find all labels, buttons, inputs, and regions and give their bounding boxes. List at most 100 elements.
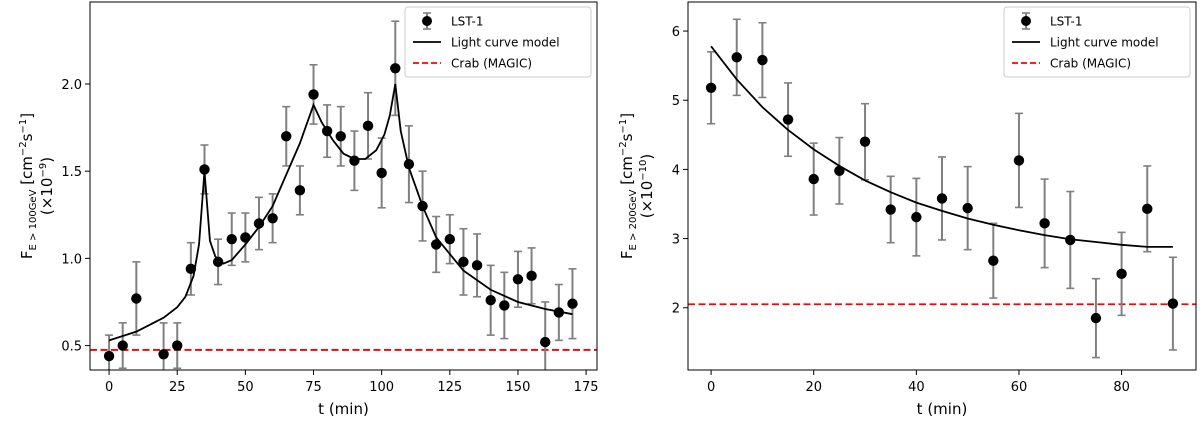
legend-entry-lst1: [422, 12, 432, 30]
data-point: [1065, 234, 1076, 246]
svg-text:(×10−9): (×10−9): [38, 157, 56, 215]
data-point: [962, 202, 973, 214]
data-point: [1013, 155, 1025, 166]
model-curve: [710, 45, 1173, 248]
y-tick-label: 1.5: [61, 165, 82, 180]
data-point: [335, 131, 346, 142]
x-tick-label: 75: [305, 380, 322, 395]
data-point: [526, 270, 537, 282]
data-point: [131, 293, 142, 304]
data-point: [240, 232, 251, 243]
svg-text:(×10−10): (×10−10): [638, 154, 656, 218]
y-tick-label: 5: [672, 94, 680, 109]
data-point: [417, 200, 428, 212]
data-point: [212, 256, 224, 268]
legend-entry-lst1: [1021, 12, 1031, 30]
data-point: [281, 131, 292, 142]
legend: LST-1 Light curve model Crab (MAGIC): [1003, 6, 1191, 78]
legend-label: Light curve model: [451, 36, 560, 50]
data-point: [267, 213, 278, 224]
data-point: [1116, 268, 1127, 280]
x-tick-label: 25: [169, 380, 186, 395]
data-point: [376, 167, 387, 179]
data-point: [988, 255, 999, 266]
data-point: [1039, 218, 1050, 229]
data-point: [512, 274, 524, 285]
svg-text:FE > 200GeV [cm−2s−1]: FE > 200GeV [cm−2s−1]: [618, 113, 639, 259]
legend-box: [1003, 6, 1191, 78]
data-point: [117, 340, 128, 351]
y-tick-label: 4: [672, 163, 680, 178]
data-point: [294, 185, 306, 196]
left-chart-panel: 0 25 50 75 100 125 150 175 0.5 1.0 1.5 2.0 t (min) FE…: [18, 1, 599, 418]
y-tick-label: 1.0: [61, 252, 82, 267]
right-chart-panel: 0 20 40 60 80 2 3 4 5 6 t (min) FE > 200GeV [cm−2s−…: [618, 1, 1197, 418]
data-point: [158, 349, 169, 360]
data-point: [444, 233, 456, 245]
data-point: [499, 300, 510, 311]
legend-label: Crab (MAGIC): [451, 57, 532, 71]
legend-label: Light curve model: [1050, 36, 1159, 50]
x-tick-label: 150: [506, 380, 531, 395]
x-tick-label: 40: [908, 380, 925, 395]
data-point: [705, 82, 717, 93]
y-axis-label: FE > 100GeV [cm−2s−1](×10−9): [18, 113, 56, 259]
data-point: [172, 340, 183, 351]
data-point: [308, 89, 319, 100]
data-point: [349, 155, 360, 166]
data-point: [199, 164, 210, 175]
x-tick-label: 125: [437, 380, 462, 395]
data-point: [540, 336, 551, 348]
x-tick-label: 80: [1113, 380, 1130, 395]
data-point: [103, 350, 115, 362]
x-axis-label: t (min): [318, 400, 369, 418]
data-point: [553, 307, 565, 318]
x-tick-label: 175: [574, 380, 599, 395]
x-tick-label: 50: [237, 380, 254, 395]
y-tick-label: 2.0: [61, 78, 82, 93]
data-point: [485, 295, 496, 306]
data-point: [808, 173, 819, 185]
legend-label: Crab (MAGIC): [1050, 57, 1131, 71]
x-tick-label: 0: [707, 380, 715, 395]
data-point: [1142, 203, 1153, 215]
data-point: [885, 204, 896, 215]
y-tick-label: 3: [672, 233, 680, 248]
model-curve: [108, 83, 573, 342]
data-point: [757, 54, 768, 66]
legend-label: LST-1: [451, 15, 484, 29]
svg-text:FE > 100GeV [cm−2s−1]: FE > 100GeV [cm−2s−1]: [18, 113, 39, 259]
y-tick-label: 0.5: [61, 340, 82, 355]
data-point: [859, 136, 871, 147]
data-point: [390, 63, 401, 74]
x-tick-label: 60: [1011, 380, 1028, 395]
data-point: [458, 256, 469, 268]
y-axis-label: FE > 200GeV [cm−2s−1](×10−10): [618, 113, 656, 259]
data-point: [253, 218, 265, 229]
data-point: [911, 211, 922, 223]
data-point: [567, 298, 578, 309]
data-point: [782, 114, 794, 125]
y-tick-label: 2: [672, 302, 680, 317]
legend-label: LST-1: [1050, 15, 1083, 29]
x-axis-label: t (min): [917, 400, 968, 418]
x-tick-label: 20: [805, 380, 822, 395]
data-point: [185, 263, 197, 275]
y-tick-label: 6: [672, 25, 680, 40]
legend-box: [404, 6, 592, 78]
x-tick-label: 0: [105, 380, 113, 395]
data-point: [362, 120, 374, 132]
axes-frame: [89, 1, 598, 371]
data-point: [471, 260, 483, 271]
data-point: [430, 239, 442, 250]
data-point: [1167, 298, 1179, 309]
data-point: [936, 193, 948, 204]
data-point: [321, 125, 333, 137]
data-point: [226, 233, 237, 245]
data-point: [403, 158, 415, 170]
data-point: [1090, 312, 1102, 324]
data-point: [834, 165, 845, 176]
legend: LST-1 Light curve model Crab (MAGIC): [404, 6, 592, 78]
data-point: [731, 52, 742, 63]
